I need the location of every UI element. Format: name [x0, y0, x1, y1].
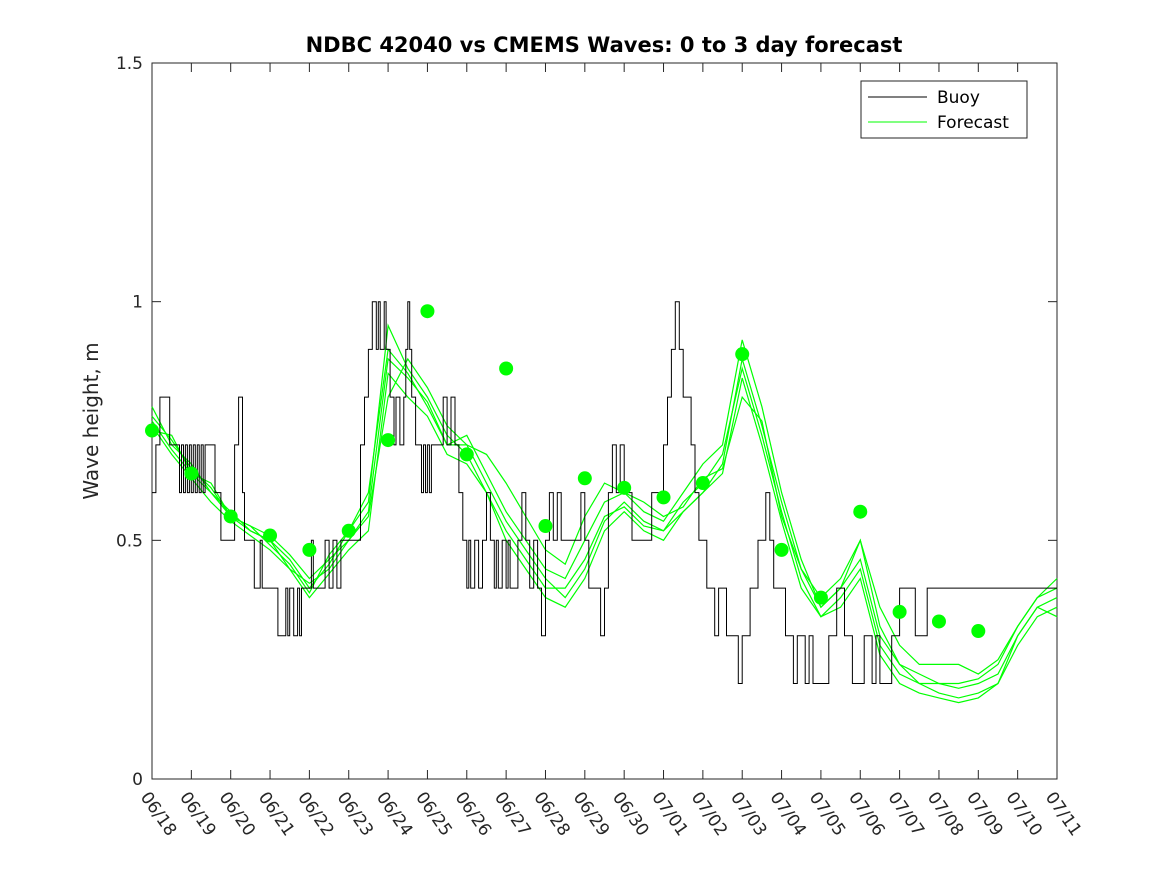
forecast-start-marker: [538, 519, 553, 534]
chart-title: NDBC 42040 vs CMEMS Waves: 0 to 3 day fo…: [306, 33, 903, 57]
forecast-start-marker: [892, 604, 907, 619]
forecast-series-line: [151, 323, 1058, 704]
forecast-start-marker: [813, 590, 828, 605]
forecast-start-marker: [341, 523, 356, 538]
forecast-start-marker: [459, 447, 474, 462]
forecast-start-marker: [971, 624, 986, 639]
forecast-start-marker: [499, 361, 514, 376]
forecast-start-marker: [617, 480, 632, 495]
forecast-start-marker: [420, 304, 435, 319]
forecast-start-marker: [184, 466, 199, 481]
y-tick-label: 1: [132, 293, 143, 313]
forecast-series-line: [151, 357, 1058, 685]
forecast-start-marker: [695, 476, 710, 491]
forecast-series-line: [151, 357, 1058, 675]
legend-box: [860, 80, 1028, 139]
plot-area: 06/1806/1906/2006/2106/2206/2306/2406/25…: [116, 54, 1085, 840]
legend: Buoy Forecast: [860, 80, 1028, 139]
legend-forecast-label: Forecast: [937, 113, 1009, 133]
forecast-start-marker: [145, 423, 159, 438]
y-axis-label: Wave height, m: [79, 342, 103, 499]
forecast-start-marker: [735, 347, 750, 362]
legend-buoy-label: Buoy: [937, 88, 980, 108]
y-tick-label: 0: [132, 770, 143, 790]
forecast-start-marker: [302, 542, 317, 557]
y-tick-label: 1.5: [116, 54, 143, 74]
forecast-start-marker: [263, 528, 278, 543]
y-tick-label: 0.5: [116, 531, 143, 551]
forecast-start-marker: [774, 542, 789, 557]
buoy-series-line: [152, 301, 1057, 684]
forecast-start-marker: [381, 433, 396, 448]
forecast-start-marker: [223, 509, 238, 524]
forecast-start-marker: [853, 504, 868, 519]
forecast-start-marker: [931, 614, 946, 629]
forecast-start-marker: [577, 471, 592, 486]
forecast-start-marker: [656, 490, 671, 505]
